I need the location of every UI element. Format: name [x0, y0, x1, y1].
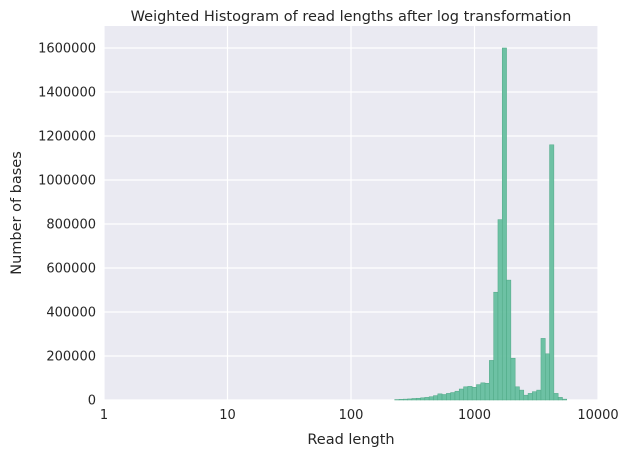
- x-tick-label: 10: [219, 408, 236, 423]
- histogram-bar: [437, 393, 443, 401]
- histogram-bar: [489, 360, 494, 401]
- histogram-bar: [450, 392, 456, 401]
- y-tick-label: 600000: [46, 262, 96, 277]
- histogram-bar: [527, 393, 533, 401]
- histogram-bar: [480, 382, 486, 401]
- histogram-bar: [433, 395, 438, 401]
- chart-title: Weighted Histogram of read lengths after…: [131, 9, 572, 25]
- histogram-bar: [403, 398, 408, 401]
- x-tick-labels: 1 10 100 1000 10000: [100, 408, 619, 423]
- y-tick-label: 1200000: [38, 130, 96, 145]
- histogram-bar: [446, 393, 451, 401]
- histogram-bar: [545, 353, 550, 401]
- x-axis-label: Read length: [307, 432, 394, 448]
- histogram-bar: [497, 219, 503, 401]
- histogram-bar: [428, 396, 434, 401]
- histogram-bar: [506, 279, 512, 401]
- histogram-bar: [549, 144, 555, 401]
- x-tick-label: 10000: [577, 408, 618, 423]
- histogram-bar: [407, 398, 413, 401]
- histogram-bar: [458, 388, 464, 401]
- x-tick-label: 100: [339, 408, 364, 423]
- histogram-bar: [467, 386, 473, 401]
- histogram-bar: [484, 383, 490, 401]
- y-tick-label: 200000: [46, 350, 96, 365]
- histogram-bar: [523, 394, 529, 401]
- histogram-bar: [415, 397, 421, 401]
- y-tick-label: 1400000: [38, 86, 96, 101]
- histogram-bar: [398, 399, 404, 401]
- histogram-bar: [562, 398, 568, 401]
- y-tick-label: 1600000: [38, 42, 96, 57]
- histogram-bar: [553, 393, 559, 401]
- histogram-bars: [394, 47, 568, 401]
- histogram-bar: [471, 386, 477, 401]
- histogram-bar: [540, 338, 546, 401]
- histogram-bar: [411, 398, 417, 401]
- y-tick-labels: 0 200000 400000 600000 800000 1000000 1200000 1…: [38, 42, 96, 409]
- y-tick-label: 400000: [46, 306, 96, 321]
- histogram-bar: [454, 390, 460, 401]
- histogram-bar: [441, 394, 447, 401]
- histogram-bar: [510, 357, 516, 401]
- histogram-bar: [536, 389, 542, 401]
- y-axis-label: Number of bases: [9, 151, 25, 275]
- histogram-bar: [463, 386, 469, 401]
- x-tick-label: 1: [100, 408, 108, 423]
- histogram-bar: [557, 397, 563, 401]
- histogram-bar: [493, 291, 499, 401]
- y-gridlines: [104, 47, 598, 401]
- y-tick-label: 800000: [46, 218, 96, 233]
- x-tick-label: 1000: [458, 408, 491, 423]
- histogram-bar: [514, 386, 520, 401]
- histogram-bar: [532, 391, 537, 401]
- histogram-bar: [420, 397, 426, 401]
- y-tick-label: 1000000: [38, 174, 96, 189]
- y-tick-label: 0: [88, 394, 96, 409]
- histogram-bar: [501, 47, 507, 401]
- histogram-bar: [424, 397, 430, 401]
- histogram-bar: [519, 389, 525, 401]
- x-gridlines: [103, 26, 599, 400]
- histogram-bar: [476, 384, 482, 401]
